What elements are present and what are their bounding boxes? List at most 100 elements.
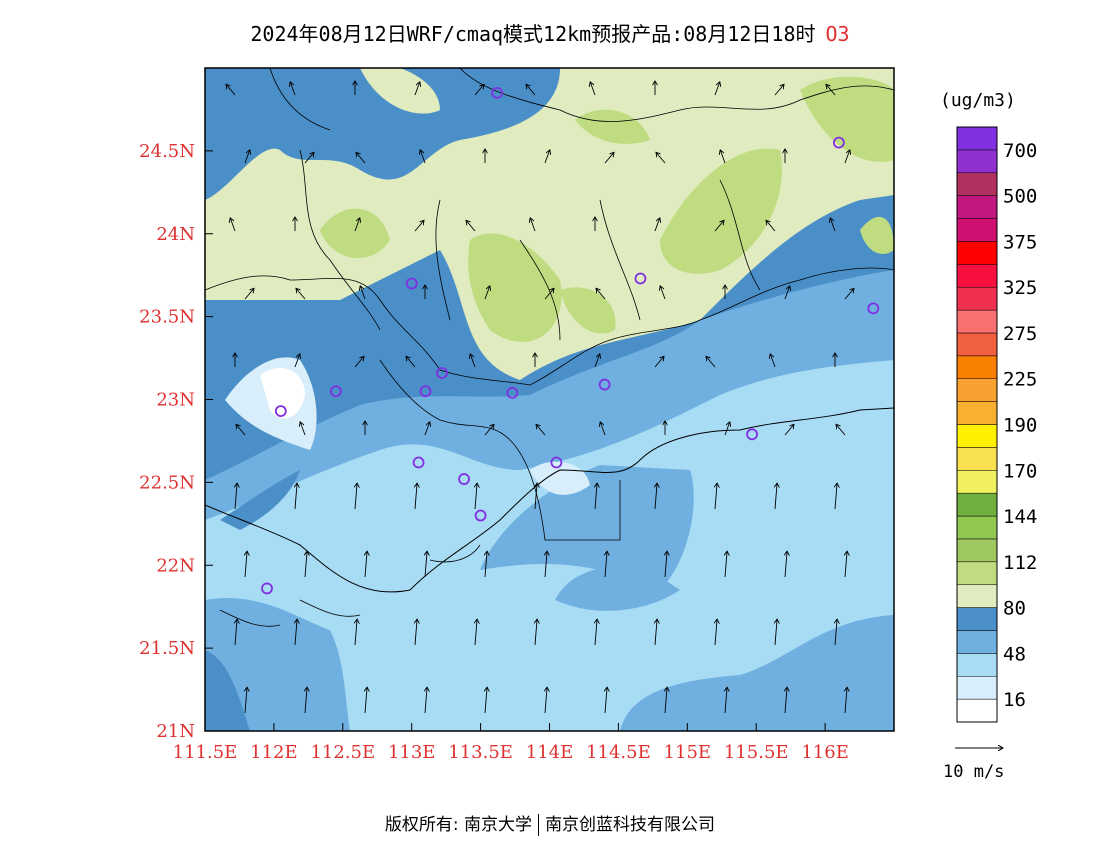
x-tick-label: 115E (664, 742, 712, 763)
wind-arrow (304, 152, 314, 164)
legend-colorbar: 16 48 80 112 144 170 190 225 275 325 375 500 700 (956, 126, 1037, 723)
wind-arrow (294, 354, 300, 368)
x-tick-label: 114E (526, 742, 574, 763)
wind-arrow (544, 288, 554, 300)
wind-arrow (226, 84, 236, 96)
wind-arrow (654, 218, 660, 232)
wind-arrow (526, 84, 536, 96)
x-tick-label: 113E (388, 742, 436, 763)
wind-arrow (295, 619, 297, 646)
wind-scale-label: 10 m/s (943, 762, 1005, 782)
wind-arrow (596, 288, 606, 300)
wind-arrow (355, 619, 357, 646)
wind-arrow (356, 152, 366, 164)
legend-swatch (956, 607, 998, 631)
wind-arrow (845, 687, 847, 714)
wind-arrow (485, 551, 487, 578)
station-marker (506, 386, 519, 399)
wind-arrow (656, 152, 666, 164)
wind-arrow (830, 218, 836, 232)
station-marker (550, 456, 563, 469)
station-marker (867, 302, 880, 315)
wind-arrow (784, 286, 790, 300)
legend-swatch (956, 264, 998, 288)
wind-arrow (784, 424, 794, 436)
wind-arrow (605, 551, 607, 578)
station-marker (474, 509, 487, 522)
legend-label: 170 (1003, 460, 1037, 482)
wind-arrow (655, 483, 657, 510)
legend-swatch (956, 538, 998, 563)
species-label: O3 (825, 22, 850, 46)
wind-arrow (425, 551, 427, 578)
y-axis: 21N 21.5N 22N 22.5N 23N 23.5N 24N 24.5N (139, 141, 213, 742)
y-tick-label: 23N (156, 390, 195, 411)
legend-swatch (956, 401, 998, 425)
legend-label: 48 (1003, 643, 1026, 665)
wind-arrow (474, 84, 484, 96)
wind-arrow (655, 619, 657, 646)
legend-label: 112 (1003, 552, 1037, 574)
wind-arrow (406, 356, 416, 368)
wind-arrow (774, 84, 784, 96)
station-marker (274, 405, 287, 418)
wind-arrow (665, 551, 667, 578)
legend-swatch (956, 309, 998, 334)
legend-label: 225 (1003, 369, 1037, 391)
wind-arrow (530, 218, 536, 232)
wind-arrow (714, 220, 724, 232)
concentration-field (205, 68, 894, 731)
wind-arrow (590, 82, 596, 96)
wind-arrow (770, 354, 776, 368)
wind-arrow (296, 288, 306, 300)
wind-arrow (785, 687, 787, 714)
wind-arrow (244, 150, 250, 164)
wind-arrow (365, 687, 367, 714)
station-marker (405, 277, 418, 290)
legend-label: 16 (1003, 689, 1026, 711)
legend-label: 375 (1003, 231, 1037, 253)
wind-arrow (775, 483, 777, 510)
wind-arrow (605, 687, 607, 714)
wind-arrow (536, 424, 546, 436)
wind-arrow (305, 687, 307, 714)
wind-arrow (535, 619, 537, 646)
wind-arrow (300, 422, 306, 436)
legend-label: 275 (1003, 323, 1037, 345)
wind-arrow (654, 356, 664, 368)
x-tick-label: 113.5E (448, 742, 513, 763)
wind-arrow (836, 424, 846, 436)
wind-arrow (360, 286, 366, 300)
station-marker (634, 272, 647, 285)
legend-swatch (956, 355, 998, 379)
y-tick-label: 24.5N (139, 141, 195, 162)
wind-vectors (226, 81, 854, 714)
footer: 版权所有: 南京大学 南京创蓝科技有限公司 (0, 810, 1100, 836)
legend-label: 700 (1003, 140, 1037, 162)
station-marker (436, 367, 448, 379)
wind-arrow (485, 687, 487, 714)
x-tick-label: 112.5E (310, 742, 375, 763)
wind-arrow (466, 220, 476, 232)
x-axis: 111.5E 112E 112.5E 113E 113.5E 114E 114.5E 115E… (173, 723, 849, 763)
legend-swatch (956, 241, 998, 265)
legend-swatch (956, 378, 998, 402)
station-marker (458, 473, 470, 485)
wind-arrow (420, 150, 426, 164)
y-tick-label: 21N (156, 721, 195, 742)
wind-arrow (714, 82, 720, 96)
y-tick-label: 21.5N (139, 638, 195, 659)
legend-swatch (956, 470, 998, 494)
x-tick-label: 116E (801, 742, 849, 763)
map-title: 2024年08月12日WRF/cmaq模式12km预报产品:08月12日18时 O… (0, 18, 1100, 47)
wind-arrow (595, 483, 597, 510)
wind-arrow (235, 619, 237, 646)
wind-arrow (415, 619, 417, 646)
station-marker (412, 456, 425, 469)
legend-swatch (956, 332, 998, 357)
station-marker (832, 136, 845, 149)
station-marker (491, 86, 504, 99)
wind-arrow (424, 422, 430, 436)
footer-separator (538, 814, 540, 836)
